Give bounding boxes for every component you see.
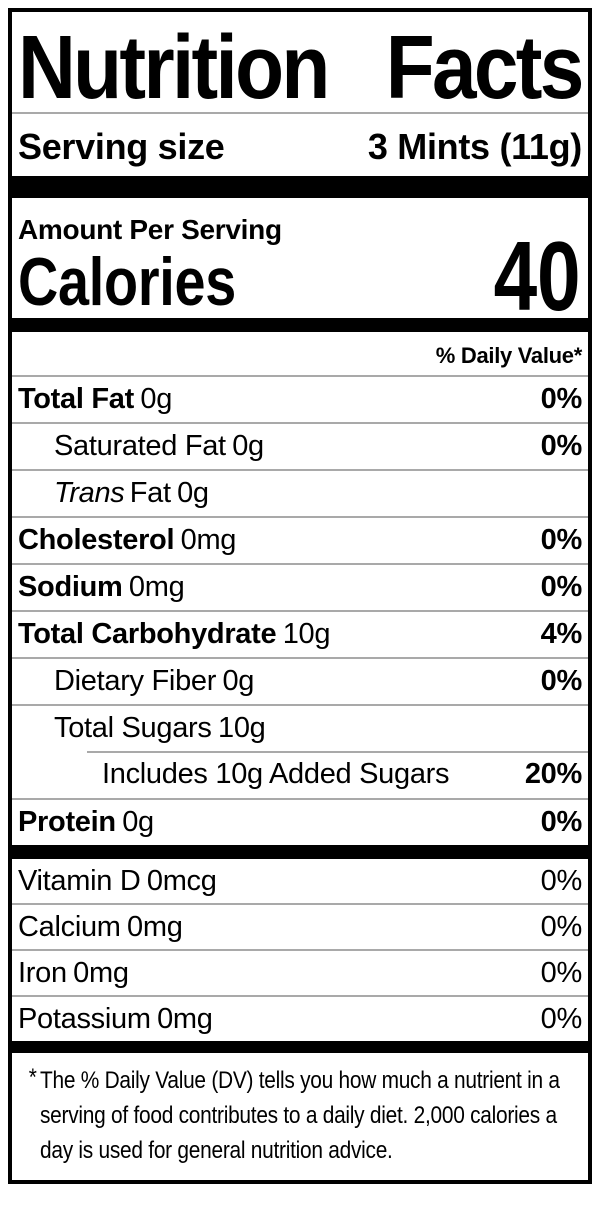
nutrient-row-trans-fat: Trans Fat 0g <box>12 469 588 516</box>
nutrient-row-cholesterol: Cholesterol 0mg 0% <box>12 516 588 563</box>
nutrient-dv: 0% <box>540 524 583 556</box>
nutrient-row-total-sugars: Total Sugars 10g <box>12 704 588 751</box>
daily-value-header-text: % Daily Value* <box>435 343 583 368</box>
divider <box>12 375 588 377</box>
vitamin-name: Calcium <box>18 910 121 943</box>
calories-left: Amount Per Serving Calories <box>18 214 284 318</box>
nutrient-amount: 0g <box>140 383 173 415</box>
footnote-line: day is used for general nutrition advice… <box>40 1137 393 1164</box>
nutrient-name: Total Sugars <box>54 712 212 744</box>
nutrient-name: Saturated Fat <box>54 430 226 462</box>
daily-value-header: % Daily Value* <box>12 332 588 375</box>
vitamin-amount: 0mg <box>157 1002 213 1035</box>
nutrient-row-added-sugars: Includes 10g Added Sugars 20% <box>12 751 588 798</box>
footnote-line: The % Daily Value (DV) tells you how muc… <box>40 1067 560 1094</box>
nutrient-name: Total Fat <box>18 383 134 415</box>
nutrient-name: Cholesterol <box>18 524 175 556</box>
vitamin-amount: 0mcg <box>146 864 217 897</box>
footnote-line: serving of food contributes to a daily d… <box>40 1102 557 1129</box>
calories-section: Amount Per Serving Calories 40 <box>12 198 588 331</box>
nutrient-dv: 20% <box>524 758 582 790</box>
nutrient-amount: 0mg <box>128 571 185 603</box>
section-bar <box>12 176 588 198</box>
vitamin-amount: 0mg <box>127 910 183 943</box>
vitamin-row-vitamin-d: Vitamin D 0mcg 0% <box>12 859 588 903</box>
label-title: Nutrition Facts <box>18 18 584 118</box>
nutrient-row-sodium: Sodium 0mg 0% <box>12 563 588 610</box>
footnote-asterisk: * <box>28 1064 37 1091</box>
vitamin-dv: 0% <box>540 956 583 989</box>
vitamin-row-calcium: Calcium 0mg 0% <box>12 903 588 949</box>
section-bar <box>12 845 588 859</box>
vitamin-row-iron: Iron 0mg 0% <box>12 949 588 995</box>
nutrient-row-total-fat: Total Fat 0g 0% <box>12 377 588 422</box>
nutrient-dv: 4% <box>540 618 583 650</box>
nutrient-amount: 10g <box>282 618 331 650</box>
nutrient-amount: 0g <box>122 806 154 838</box>
nutrition-facts-label: Nutrition Facts Serving size 3 Mints (11… <box>8 8 592 1184</box>
nutrient-dv: 0% <box>540 665 583 697</box>
nutrient-amount: 10g <box>217 712 266 744</box>
vitamin-name: Vitamin D <box>18 864 141 897</box>
nutrient-amount: 0mg <box>180 524 237 556</box>
vitamin-dv: 0% <box>540 864 583 897</box>
vitamin-amount: 0mg <box>73 956 129 989</box>
nutrient-row-total-carbohydrate: Total Carbohydrate 10g 4% <box>12 610 588 657</box>
nutrient-dv: 0% <box>540 383 583 415</box>
nutrient-name: Sodium <box>18 571 123 603</box>
label-header: Nutrition Facts <box>12 12 588 118</box>
nutrient-row-saturated-fat: Saturated Fat 0g 0% <box>12 422 588 469</box>
vitamin-name: Potassium <box>18 1002 151 1035</box>
section-bar <box>12 318 588 332</box>
amount-per-serving-label: Amount Per Serving <box>18 214 282 245</box>
vitamin-dv: 0% <box>540 1002 583 1035</box>
nutrient-row-protein: Protein 0g 0% <box>12 798 588 845</box>
nutrient-name: Fat <box>129 477 171 509</box>
nutrient-name: Dietary Fiber <box>54 665 217 697</box>
calories-value: 40 <box>493 221 580 331</box>
vitamin-row-potassium: Potassium 0mg 0% <box>12 995 588 1041</box>
serving-size-value: 3 Mints (11g) <box>367 126 582 167</box>
serving-size-label: Serving size <box>18 126 225 167</box>
nutrient-amount: 0g <box>232 430 264 462</box>
nutrient-dv: 0% <box>540 571 583 603</box>
nutrient-name: Includes 10g Added Sugars <box>102 758 450 790</box>
vitamin-dv: 0% <box>540 910 583 943</box>
divider <box>12 112 588 114</box>
vitamin-name: Iron <box>18 956 67 989</box>
nutrient-name: Total Carbohydrate <box>18 618 277 650</box>
section-bar <box>12 1041 588 1053</box>
nutrient-amount: 0g <box>222 665 255 697</box>
calories-label: Calories <box>18 244 237 320</box>
nutrient-amount: 0g <box>177 477 209 509</box>
nutrient-dv: 0% <box>540 806 583 838</box>
serving-size-row: Serving size 3 Mints (11g) <box>12 114 588 176</box>
nutrient-name-italic: Trans <box>54 477 125 509</box>
nutrient-row-dietary-fiber: Dietary Fiber 0g 0% <box>12 657 588 704</box>
footnote: * The % Daily Value (DV) tells you how m… <box>12 1053 588 1180</box>
nutrient-dv: 0% <box>540 430 583 462</box>
nutrient-name: Protein <box>18 806 116 838</box>
